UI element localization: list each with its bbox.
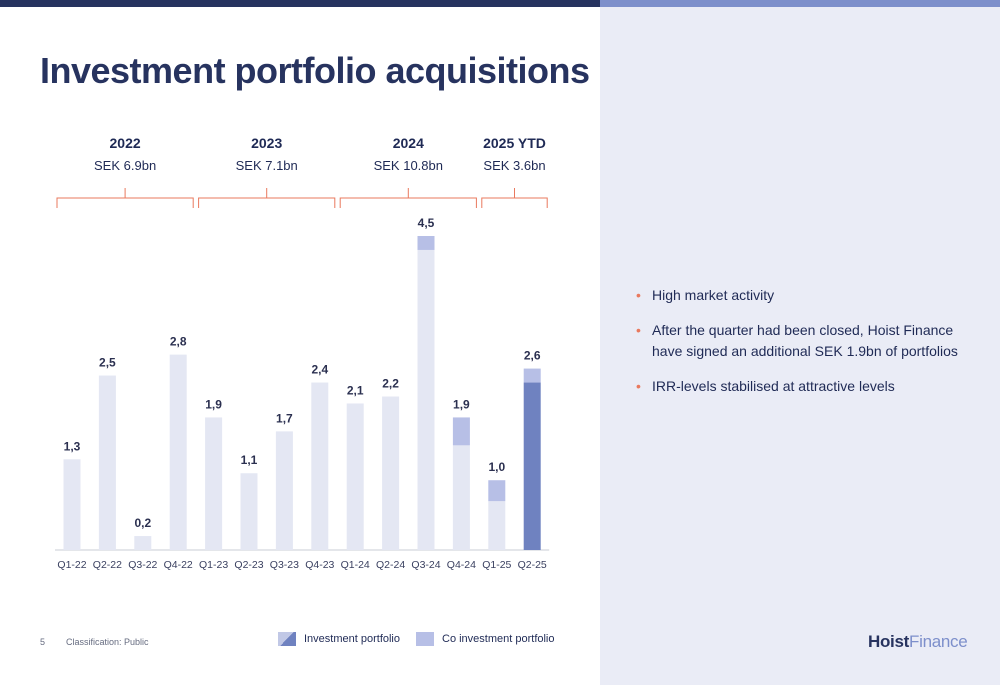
logo-part-2: Finance — [909, 632, 968, 651]
bar-value-label: 2,4 — [311, 363, 328, 377]
bar-investment — [169, 354, 187, 550]
bar-value-label: 2,1 — [347, 383, 364, 397]
bar-investment — [240, 473, 258, 550]
year-total: SEK 3.6bn — [483, 158, 545, 173]
bar-value-label: 1,0 — [488, 460, 505, 474]
x-tick-label: Q4-23 — [305, 559, 334, 571]
chart-legend: Investment portfolio Co investment portf… — [278, 632, 571, 646]
bullet-dot-icon: • — [636, 378, 641, 394]
bullet-text: IRR-levels stabilised at attractive leve… — [652, 378, 895, 394]
bar-value-label: 1,3 — [64, 439, 81, 453]
x-tick-label: Q3-22 — [128, 559, 157, 571]
year-bracket — [481, 197, 548, 208]
bullet-text: After the quarter had been closed, Hoist… — [652, 322, 958, 359]
legend-label-investment: Investment portfolio — [304, 633, 400, 645]
year-total: SEK 6.9bn — [94, 158, 156, 173]
page-title: Investment portfolio acquisitions — [40, 50, 590, 91]
bar-value-label: 2,2 — [382, 376, 399, 390]
legend-swatch-co-investment — [416, 632, 434, 646]
bar-investment — [346, 403, 364, 550]
bar-co-investment — [488, 480, 506, 502]
bar-investment — [382, 396, 400, 550]
bar-investment — [452, 445, 470, 550]
bar-value-label: 1,9 — [453, 397, 470, 411]
bar-co-investment — [523, 368, 541, 383]
page-number: 5 — [40, 637, 46, 647]
bar-investment — [488, 501, 506, 550]
x-tick-label: Q2-23 — [234, 559, 263, 571]
bar-investment — [63, 459, 81, 550]
x-tick-label: Q3-23 — [270, 559, 299, 571]
x-tick-label: Q3-24 — [411, 559, 440, 571]
bar-value-label: 2,6 — [524, 349, 541, 363]
year-label: 2023 — [251, 135, 282, 151]
bar-investment — [417, 249, 435, 550]
legend-item-co-investment: Co investment portfolio — [416, 632, 555, 646]
bullet-text: High market activity — [652, 287, 775, 303]
bar-co-investment — [452, 417, 470, 446]
logo-part-1: Hoist — [868, 632, 910, 651]
x-tick-label: Q1-22 — [57, 559, 86, 571]
legend-label-co-investment: Co investment portfolio — [442, 633, 555, 645]
bullet-item: • After the quarter had been closed, Hois… — [636, 320, 966, 362]
bullet-dot-icon: • — [636, 322, 641, 338]
bar-investment — [311, 382, 329, 550]
x-tick-label: Q2-24 — [376, 559, 405, 571]
x-tick-label: Q2-25 — [518, 559, 547, 571]
top-accent-bar — [0, 0, 600, 7]
year-label: 2022 — [110, 135, 141, 151]
bar-value-label: 1,1 — [241, 453, 258, 467]
year-total: SEK 10.8bn — [374, 158, 443, 173]
bar-value-label: 1,7 — [276, 411, 293, 425]
x-tick-label: Q4-24 — [447, 559, 476, 571]
year-label: 2024 — [393, 135, 424, 151]
bullet-item: • High market activity — [636, 285, 966, 306]
bar-value-label: 0,2 — [134, 516, 151, 530]
year-bracket — [56, 197, 194, 208]
bullet-item: • IRR-levels stabilised at attractive lev… — [636, 376, 966, 397]
right-panel — [600, 7, 1000, 685]
acquisitions-chart: 1,3 Q1-22 2,5 Q2-22 0,2 Q3-22 2,8 Q4-22 1,9 Q1-23… — [55, 135, 550, 571]
bar-value-label: 2,8 — [170, 335, 187, 349]
bar-co-investment — [417, 236, 435, 250]
x-tick-label: Q1-25 — [482, 559, 511, 571]
classification-label: Classification: Public — [66, 637, 149, 647]
year-total: SEK 7.1bn — [236, 158, 298, 173]
bar-investment — [275, 431, 293, 550]
bar-investment — [134, 536, 152, 550]
year-label: 2025 YTD — [483, 135, 546, 151]
legend-swatch-investment — [278, 632, 296, 646]
bar-value-label: 1,9 — [205, 397, 222, 411]
bullet-dot-icon: • — [636, 287, 641, 303]
legend-item-investment: Investment portfolio — [278, 632, 400, 646]
year-bracket — [339, 197, 477, 208]
bar-value-label: 2,5 — [99, 356, 116, 370]
hoist-finance-logo: HoistFinance — [868, 632, 968, 652]
bar-investment — [205, 417, 223, 550]
year-bracket — [198, 197, 336, 208]
x-tick-label: Q4-22 — [164, 559, 193, 571]
x-tick-label: Q1-24 — [341, 559, 370, 571]
top-accent-bar-right — [600, 0, 1000, 7]
bar-investment — [523, 382, 541, 550]
bar-value-label: 4,5 — [418, 216, 435, 230]
bullet-list: • High market activity • After the quarter… — [636, 285, 966, 411]
x-tick-label: Q1-23 — [199, 559, 228, 571]
x-tick-label: Q2-22 — [93, 559, 122, 571]
bar-investment — [98, 375, 116, 550]
